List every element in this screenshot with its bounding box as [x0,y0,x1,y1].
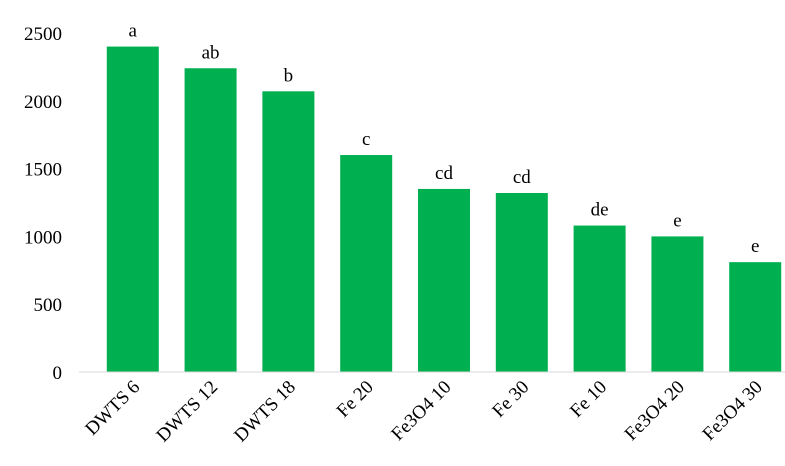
annotation: b [284,65,294,86]
y-tick-label: 2000 [24,92,62,113]
x-tick-label: DWTS 18 [230,377,300,447]
bar [106,46,159,373]
bar [262,91,315,373]
bar [573,225,626,372]
annotation: e [673,210,681,231]
x-tick-label: Fe 20 [333,377,378,422]
x-tick-label: Fe3O4 10 [387,377,455,445]
annotation: a [129,21,138,42]
annotation: de [591,200,609,221]
bar [651,236,704,372]
y-tick-label: 1500 [24,160,62,181]
x-tick-label: Fe 10 [566,377,611,422]
x-tick-label: DWTS 12 [152,377,222,447]
y-tick-label: 1000 [24,227,62,248]
x-tick-label: Fe3O4 30 [699,377,767,445]
annotation: e [751,236,759,257]
bar [340,155,393,372]
x-tick-label: DWTS 6 [81,377,144,440]
bar [418,188,470,372]
y-tick-label: 0 [53,363,63,384]
bar [495,193,548,372]
y-tick-label: 500 [34,295,63,316]
annotation: cd [513,167,531,188]
y-tick-label: 2500 [24,24,62,45]
x-tick-label: Fe3O4 20 [621,377,689,445]
annotation: cd [435,163,453,184]
annotation: c [362,129,370,150]
x-tick-label: Fe 30 [488,377,533,422]
annotation: ab [202,42,220,63]
bar [729,262,782,372]
bar [184,68,237,373]
